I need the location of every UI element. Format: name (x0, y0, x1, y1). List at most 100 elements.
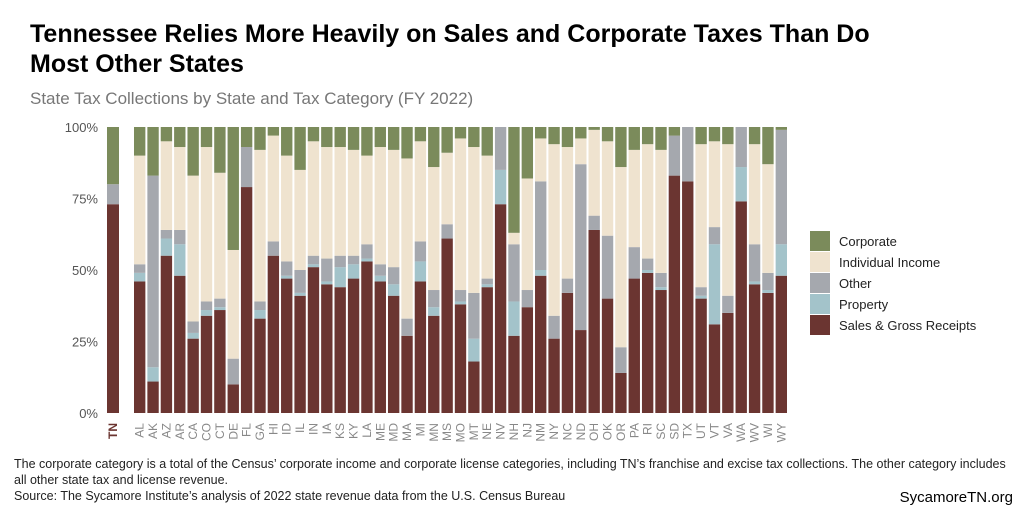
bar-segment (227, 384, 239, 413)
bar-segment (775, 127, 787, 130)
bar-segment (468, 127, 480, 148)
x-tick-label: GA (253, 423, 267, 440)
bar-segment (387, 127, 400, 150)
legend-label: Sales & Gross Receipts (839, 318, 977, 333)
bar-segment (588, 129, 600, 216)
bar-segment (628, 149, 640, 248)
bar-segment (254, 310, 266, 319)
bar-segment (414, 281, 427, 413)
bar-segment (374, 147, 386, 265)
bar-segment (548, 144, 560, 316)
bar-segment (454, 290, 467, 302)
x-tick-label: DE (226, 423, 240, 440)
x-tick-label: TN (106, 423, 120, 439)
bar-segment (521, 307, 534, 413)
bar-segment (481, 155, 493, 279)
bar-segment (494, 127, 507, 170)
bar-segment (107, 204, 119, 413)
bar-segment (107, 184, 119, 205)
footnote: The corporate category is a total of the… (14, 456, 1014, 504)
bar-segment (641, 127, 654, 145)
bar-segment (655, 290, 667, 413)
chart-subtitle: State Tax Collections by State and Tax C… (30, 89, 473, 108)
bar-segment (601, 127, 614, 142)
bar-segment (134, 272, 146, 282)
x-tick-label: OK (601, 423, 615, 440)
x-tick-label: MT (467, 422, 481, 440)
bar-segment (468, 292, 480, 339)
legend-label: Corporate (839, 234, 897, 249)
bar-segment (334, 287, 346, 413)
y-tick-label: 100% (65, 120, 99, 135)
bar-segment (695, 144, 707, 288)
bar-segment (361, 258, 373, 262)
bar-segment (160, 141, 173, 230)
bar-segment (227, 358, 239, 385)
x-tick-label: RI (641, 423, 655, 435)
x-tick-label: SC (654, 423, 668, 440)
bar-segment (748, 127, 761, 145)
x-tick-label: SD (667, 423, 681, 440)
x-tick-label: VA (721, 423, 735, 438)
bar-segment (187, 321, 199, 333)
bar-segment (468, 338, 480, 362)
bar-segment (535, 270, 547, 276)
bar-segment (588, 229, 600, 413)
bar-segment (441, 224, 453, 239)
bar-segment (641, 258, 654, 270)
bar-segment (414, 261, 427, 282)
bar-segment (615, 372, 627, 413)
bar-segment (160, 229, 173, 239)
x-tick-label: AZ (159, 423, 173, 438)
legend-swatch (810, 273, 830, 293)
bar-segment (294, 270, 306, 293)
bar-segment (735, 201, 747, 413)
bar-segment (347, 255, 360, 265)
bar-segment (387, 295, 400, 413)
bar-segment (508, 127, 520, 233)
bar-segment (588, 127, 600, 130)
note: The corporate category is a total of the… (14, 457, 1006, 487)
bar-segment (160, 238, 173, 256)
bar-segment (481, 287, 493, 413)
bar-segment (374, 264, 386, 276)
bar-segment (695, 295, 707, 299)
x-tick-label: WV (748, 423, 762, 442)
x-tick-label: MN (427, 423, 441, 442)
brand: SycamoreTN.org (900, 489, 1013, 506)
bar-segment (187, 175, 199, 322)
bar-segment (174, 147, 186, 230)
bar-segment (668, 135, 681, 176)
bar-segment (227, 127, 239, 250)
bar-segment (281, 278, 293, 413)
bar-segment (387, 284, 400, 296)
bar-segment (454, 301, 467, 305)
bar-segment (200, 127, 213, 148)
bar-segment (535, 127, 547, 139)
bar-segment (294, 292, 306, 296)
bar-segment (521, 127, 534, 179)
bar-segment (481, 127, 493, 156)
bar-segment (147, 175, 159, 368)
bar-segment (227, 249, 239, 359)
bar-segment (708, 324, 721, 413)
bar-segment (561, 127, 574, 148)
x-tick-label: ID (280, 423, 294, 435)
legend-label: Other (839, 276, 872, 291)
bar-segment (214, 127, 226, 173)
bar-segment (521, 178, 534, 291)
bar-segment (468, 361, 480, 413)
bar-segment (454, 304, 467, 413)
bar-segment (494, 169, 507, 205)
bar-segment (468, 147, 480, 293)
bar-segment (321, 281, 333, 285)
bar-segment (187, 127, 199, 176)
bar-segment (307, 264, 320, 268)
bar-segment (334, 147, 346, 256)
bar-segment (748, 284, 761, 413)
bar-segment (508, 244, 520, 302)
x-tick-label: NE (480, 423, 494, 440)
bar-segment (775, 244, 787, 276)
bar-segment (494, 204, 507, 413)
